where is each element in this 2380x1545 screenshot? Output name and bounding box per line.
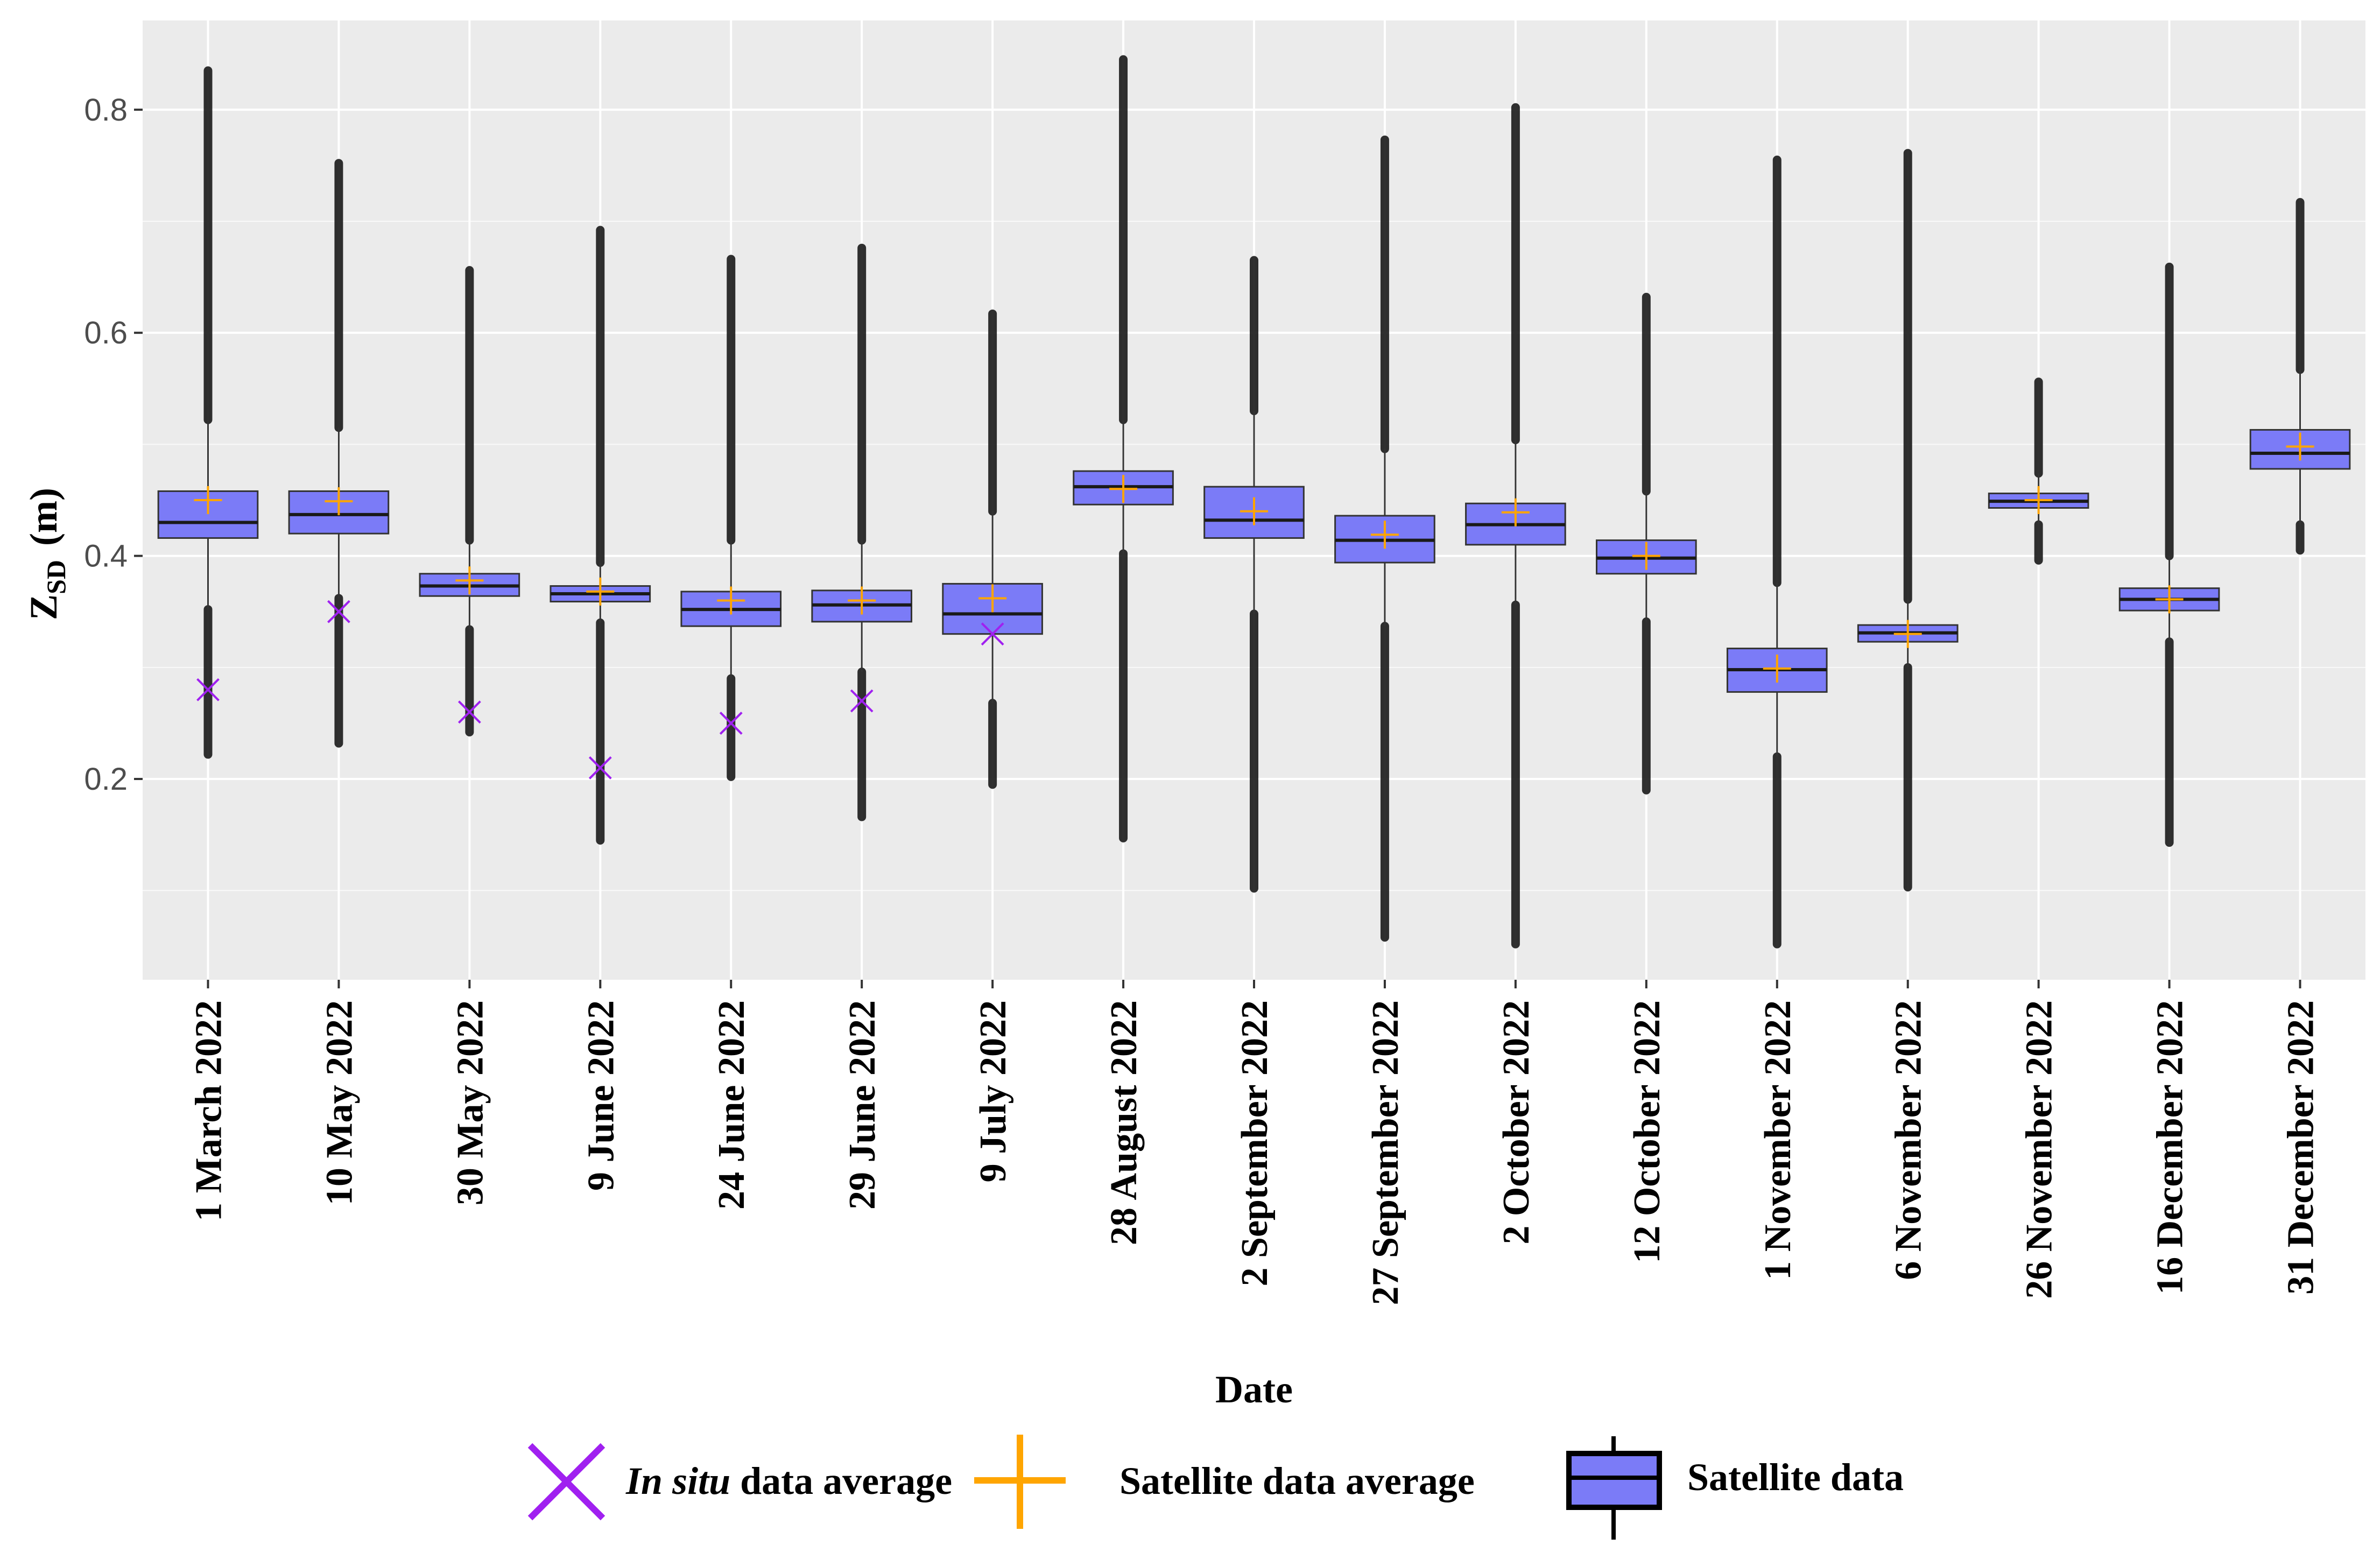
satellite-average-point: [1240, 497, 1268, 525]
in-situ-point: [327, 600, 350, 623]
satellite-average-point: [2286, 432, 2314, 461]
in-situ-cross-icon: [527, 1443, 605, 1521]
y-axis-title-main: Z: [22, 594, 65, 620]
x-tick-label: 2 September 2022: [1234, 1000, 1276, 1286]
satellite-average-point: [2024, 486, 2053, 514]
satellite-average-point: [848, 586, 876, 615]
in-situ-point: [719, 712, 743, 735]
x-tick-label: 31 December 2022: [2280, 1000, 2322, 1295]
in-situ-point: [588, 756, 612, 779]
legend: In situ data average Satellite data aver…: [527, 1435, 1904, 1540]
satellite-average-point: [1763, 654, 1791, 683]
satellite-average-point: [586, 577, 615, 606]
x-tick-label: 9 June 2022: [580, 1000, 622, 1191]
in-situ-average-series: [196, 600, 1004, 779]
in-situ-point: [196, 678, 220, 701]
satellite-average-point: [1501, 498, 1530, 526]
satellite-average-plus-icon: [974, 1435, 1066, 1529]
legend-label-satellite-average: Satellite data average: [1119, 1459, 1475, 1502]
x-axis: 1 March 2022 10 May 2022 30 May 2022 9 June…: [188, 980, 2322, 1305]
legend-item-satellite-data: Satellite data: [1566, 1436, 1904, 1540]
x-tick-label: 16 December 2022: [2150, 1000, 2191, 1295]
x-tick-label: 29 June 2022: [842, 1000, 883, 1210]
x-tick-label: 12 October 2022: [1626, 1000, 1668, 1263]
legend-item-in-situ: In situ data average: [527, 1443, 952, 1521]
y-tick-label: 0.2: [84, 762, 128, 797]
box-17: [2249, 198, 2351, 555]
x-tick-label: 28 August 2022: [1103, 1000, 1145, 1245]
legend-label-satellite-data: Satellite data: [1687, 1456, 1904, 1499]
x-tick-label: 26 November 2022: [2019, 1000, 2060, 1299]
satellite-average-point: [455, 566, 484, 595]
in-situ-point: [457, 700, 481, 724]
satellite-average-point: [1893, 620, 1922, 648]
x-tick-label: 2 October 2022: [1496, 1000, 1537, 1245]
satellite-average-point: [325, 487, 353, 516]
x-axis-title: Date: [1215, 1368, 1293, 1411]
box-5: [680, 255, 782, 781]
satellite-average-point: [1109, 475, 1138, 503]
in-situ-point: [850, 689, 874, 713]
y-tick-label: 0.6: [84, 315, 128, 350]
legend-label-in-situ-rest: data average: [730, 1459, 952, 1502]
box-12: [1596, 292, 1697, 795]
y-tick-label: 0.4: [84, 539, 128, 574]
satellite-average-point: [2155, 585, 2184, 614]
satellite-average-point: [194, 486, 222, 514]
y-tick-label: 0.8: [84, 93, 128, 128]
y-axis-title: ZSD (m): [22, 488, 71, 620]
x-tick-label: 30 May 2022: [449, 1000, 491, 1205]
satellite-average-point: [1370, 521, 1399, 549]
x-tick-label: 1 November 2022: [1757, 1000, 1799, 1280]
y-axis: 0.2 0.4 0.6 0.8: [84, 93, 143, 797]
legend-item-satellite-average: Satellite data average: [974, 1435, 1475, 1529]
y-axis-title-sub: SD: [41, 560, 71, 594]
x-tick-label: 24 June 2022: [711, 1000, 752, 1210]
y-axis-title-unit: (m): [22, 488, 65, 546]
x-tick-label: 6 November 2022: [1888, 1000, 1930, 1280]
x-tick-label: 10 May 2022: [319, 1000, 360, 1205]
x-tick-label: 9 July 2022: [973, 1000, 1014, 1182]
satellite-data-box-icon: [1566, 1451, 1662, 1510]
satellite-average-point: [978, 584, 1007, 613]
satellite-average-point: [1632, 542, 1660, 570]
legend-label-in-situ: In situ data average: [625, 1459, 952, 1502]
x-tick-label: 1 March 2022: [188, 1000, 229, 1221]
legend-label-in-situ-italic: In situ: [625, 1459, 730, 1502]
satellite-average-series: [194, 432, 2314, 683]
box-13: [1726, 156, 1828, 949]
box-series: [157, 55, 2351, 949]
in-situ-point: [981, 622, 1004, 646]
satellite-average-point: [717, 586, 745, 615]
x-tick-label: 27 September 2022: [1365, 1000, 1406, 1305]
